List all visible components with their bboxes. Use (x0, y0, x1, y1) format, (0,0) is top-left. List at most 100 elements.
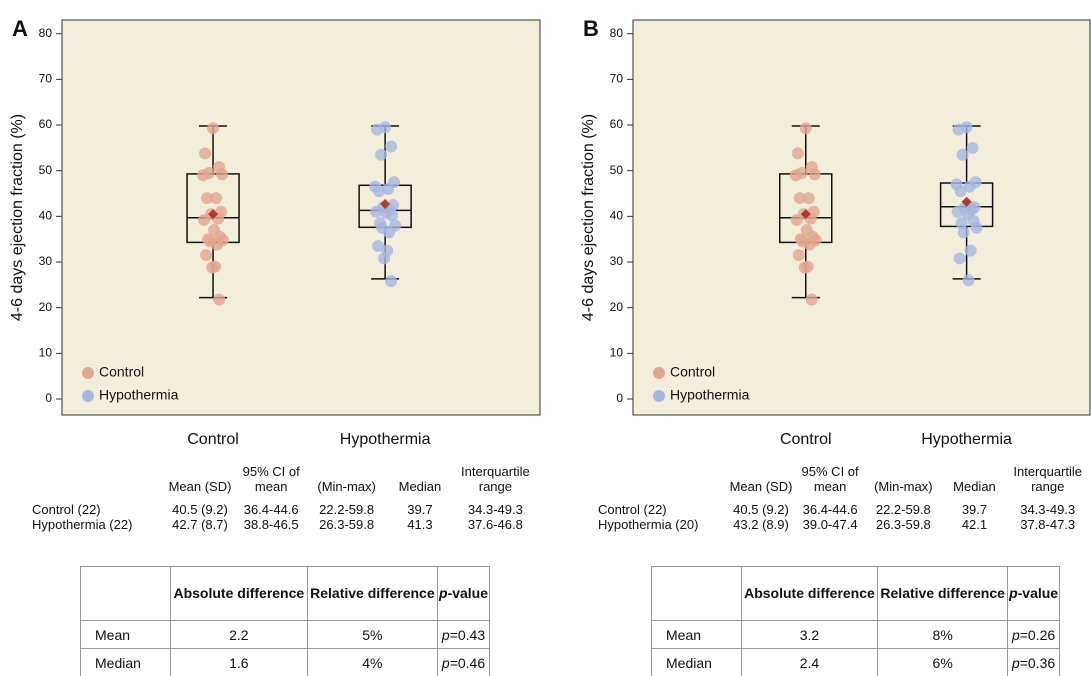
stats-corner (596, 460, 724, 494)
stats-header-cell: 95% CI of mean (242, 464, 300, 494)
y-tick-label: 30 (39, 254, 53, 268)
data-point (200, 249, 213, 262)
data-point (964, 244, 977, 257)
stats-header-cell: Mean (SD) (168, 479, 232, 494)
y-tick-label: 40 (610, 209, 624, 223)
data-point (206, 261, 219, 274)
stats-cell: 37.6-46.8 (467, 517, 523, 532)
legend-marker (653, 390, 665, 402)
plot-area (632, 19, 1091, 416)
data-point (963, 180, 976, 193)
comparison-cell: p=0.36 (1007, 648, 1060, 676)
data-point (792, 249, 805, 262)
data-point (211, 238, 224, 251)
data-point (382, 182, 395, 195)
data-point (956, 148, 969, 161)
comparison-header-cell: p-value (1007, 566, 1060, 621)
data-point (962, 274, 975, 287)
stats-cell: 36.4-44.6 (802, 502, 858, 517)
comparison-cell: 5% (306, 620, 439, 649)
y-tick-label: 30 (610, 254, 624, 268)
comparison-header-cell: Absolute difference (169, 566, 308, 621)
data-point (808, 168, 821, 181)
stats-cell: 22.2-59.8 (875, 502, 931, 517)
stats-header-cell: Mean (SD) (729, 479, 793, 494)
x-tick-label: Control (187, 431, 239, 448)
comparison-header: Absolute difference Relative difference p-… (80, 566, 490, 621)
comparison-row: Median 2.4 6% p=0.36 (651, 648, 1060, 676)
x-tick-label: Hypothermia (340, 431, 431, 448)
stats-cell: 42.1 (961, 517, 988, 532)
plot-area (61, 19, 541, 416)
stats-cell: 26.3-59.8 (875, 517, 931, 532)
comparison-cell: Mean (651, 620, 742, 649)
stats-table: Mean (SD) 95% CI of mean (Min-max) Median In… (596, 460, 1091, 532)
y-tick-label: 50 (610, 163, 624, 177)
comparison-cell: Median (651, 648, 742, 676)
stats-cell: 39.0-47.4 (802, 517, 858, 532)
data-point (375, 148, 388, 161)
data-point (213, 293, 226, 306)
data-point (803, 238, 816, 251)
panel-label: A (12, 16, 28, 41)
stats-cell: Hypothermia (20) (598, 517, 699, 532)
stats-header-cell: Median (953, 479, 996, 494)
data-point (798, 261, 811, 274)
comparison-header-cell: Relative difference (877, 566, 1009, 621)
stats-cell: 43.2 (8.9) (733, 517, 789, 532)
data-point (371, 123, 384, 136)
stats-cell: 37.8-47.3 (1020, 517, 1076, 532)
y-tick-label: 0 (45, 391, 52, 405)
y-tick-label: 70 (39, 72, 53, 86)
data-point (370, 205, 383, 218)
stats-cell: 42.7 (8.7) (172, 517, 228, 532)
data-point (793, 192, 806, 205)
comparison-cell: Median (80, 648, 171, 676)
data-point (373, 185, 386, 198)
legend-marker (82, 390, 94, 402)
comparison-table: Absolute difference Relative difference p-… (80, 566, 490, 676)
mean-marker (800, 209, 811, 220)
data-point (951, 205, 964, 218)
y-tick-label: 40 (39, 209, 53, 223)
data-point (385, 275, 398, 288)
stats-header-cell: 95% CI of mean (801, 464, 859, 494)
data-point (198, 214, 211, 227)
comparison-cell: 3.2 (740, 620, 879, 649)
data-point (799, 122, 812, 135)
comparison-cell: 2.2 (169, 620, 308, 649)
data-point (197, 169, 210, 182)
data-point (789, 169, 802, 182)
stats-row: Control (22) 40.5 (9.2) 36.4-44.6 22.2-59.8… (596, 494, 1091, 517)
stats-header-cell: Interquartile range (461, 464, 530, 494)
y-tick-label: 50 (39, 163, 53, 177)
x-tick-label: Control (780, 431, 832, 448)
stats-cell: Hypothermia (22) (32, 517, 133, 532)
data-point (791, 147, 804, 160)
comparison-row: Mean 2.2 5% p=0.43 (80, 620, 490, 649)
stats-header: Mean (SD) 95% CI of mean (Min-max) Median In… (596, 460, 1091, 494)
y-tick-label: 0 (616, 391, 623, 405)
y-tick-label: 20 (610, 300, 624, 314)
y-tick-label: 60 (39, 117, 53, 131)
stats-header-cell: (Min-max) (874, 479, 933, 494)
y-axis-label: 4-6 days ejection fraction (%) (580, 114, 597, 321)
data-point (378, 252, 391, 265)
data-point (954, 185, 967, 198)
legend-marker (82, 367, 94, 379)
data-point (207, 122, 220, 135)
y-tick-label: 10 (610, 346, 624, 360)
legend-label: Hypothermia (670, 387, 750, 403)
stats-cell: 41.3 (407, 517, 433, 532)
stats-cell: Control (22) (32, 502, 101, 517)
data-point (201, 192, 214, 205)
data-point (970, 221, 983, 234)
stats-table: Mean (SD) 95% CI of mean (Min-max) Median In… (30, 460, 540, 532)
data-point (210, 192, 223, 205)
data-point (802, 192, 815, 205)
comparison-header-cell: Absolute difference (740, 566, 879, 621)
stats-row: Control (22) 40.5 (9.2) 36.4-44.6 22.2-59.8… (30, 494, 540, 517)
data-point (216, 168, 229, 181)
